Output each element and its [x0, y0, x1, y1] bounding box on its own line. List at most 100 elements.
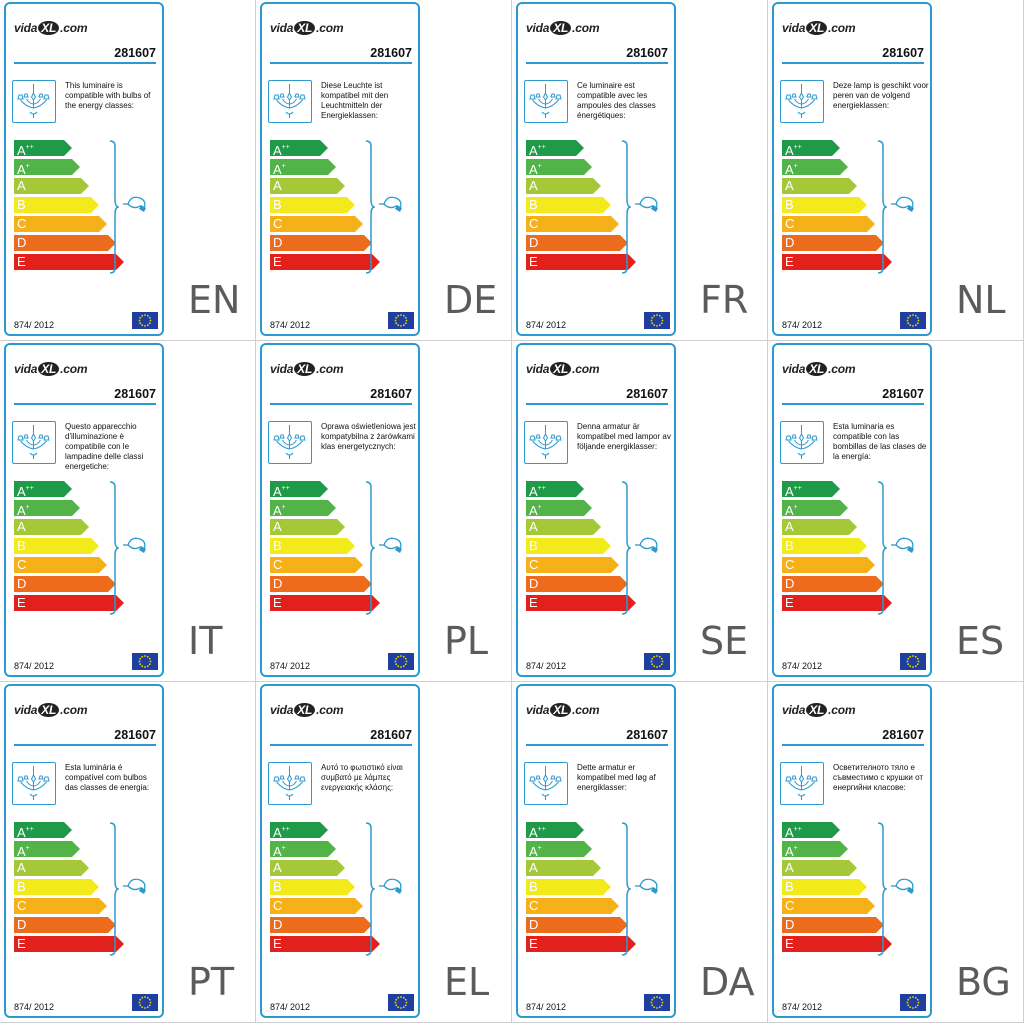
class-range-bracket: [365, 481, 375, 615]
energy-class-label: A+: [529, 503, 542, 518]
regulation-number: 874/ 2012: [270, 661, 311, 671]
energy-class-arrow: [14, 519, 89, 535]
label-cell-fr: vida XL .com 281607: [512, 0, 768, 341]
product-code: 281607: [626, 46, 668, 60]
light-bulb-icon: [379, 878, 402, 894]
energy-class-label: D: [273, 917, 283, 932]
chandelier-icon: [12, 80, 56, 123]
energy-class-arrow: [526, 841, 592, 857]
energy-label-card: vida XL .com 281607: [4, 2, 164, 336]
energy-class-arrow: [270, 235, 372, 251]
energy-class-label: B: [529, 538, 538, 553]
compatibility-text: Questo apparecchio d'illuminazione è com…: [65, 422, 144, 471]
regulation-number: 874/ 2012: [270, 1002, 311, 1012]
energy-class-arrow: [782, 936, 892, 952]
energy-class-arrow: [782, 254, 892, 270]
energy-class-label: E: [785, 254, 794, 269]
header-divider: [14, 744, 156, 746]
label-cell-nl: vida XL .com 281607: [768, 0, 1024, 341]
energy-class-label: A+: [273, 503, 286, 518]
energy-class-arrow: [526, 235, 628, 251]
energy-class-label: A++: [529, 484, 546, 499]
energy-class-label: B: [273, 197, 282, 212]
energy-class-arrow: [14, 197, 99, 213]
product-code: 281607: [370, 728, 412, 742]
energy-class-label: A: [273, 860, 282, 875]
energy-class-arrow: [270, 178, 345, 194]
regulation-number: 874/ 2012: [270, 320, 311, 330]
energy-class-label: B: [785, 197, 794, 212]
product-code: 281607: [626, 387, 668, 401]
energy-class-arrow: [270, 519, 345, 535]
energy-class-label: D: [17, 917, 27, 932]
brand-logo: vida XL .com: [270, 703, 344, 717]
header-divider: [526, 744, 668, 746]
energy-class-arrow: [270, 917, 372, 933]
label-cell-it: vida XL .com 281607: [0, 341, 256, 682]
energy-class-arrow: [526, 538, 611, 554]
energy-class-arrow: [526, 898, 619, 914]
class-range-bracket: [621, 140, 631, 274]
compatibility-text: Esta luminaria es compatible con las bom…: [833, 422, 927, 461]
language-code: SE: [700, 619, 749, 663]
energy-class-arrow: [14, 557, 107, 573]
product-code: 281607: [626, 728, 668, 742]
energy-class-label: A+: [17, 162, 30, 177]
header-divider: [782, 744, 924, 746]
energy-class-arrow: [782, 898, 875, 914]
language-code: BG: [956, 960, 1011, 1004]
compatibility-text: Осветителното тяло е съвместимо с крушки…: [833, 763, 924, 792]
energy-class-label: C: [529, 557, 539, 572]
energy-label-card: vida XL .com 281607: [260, 343, 420, 677]
eu-flag-icon: [900, 994, 926, 1011]
energy-class-label: A++: [273, 825, 290, 840]
energy-class-arrow: [782, 197, 867, 213]
energy-class-label: B: [17, 879, 26, 894]
header-divider: [526, 62, 668, 64]
chandelier-icon: [524, 762, 568, 805]
chandelier-icon: [780, 762, 824, 805]
brand-logo: vida XL .com: [270, 21, 344, 35]
energy-class-label: A++: [17, 484, 34, 499]
energy-label-card: vida XL .com 281607: [772, 343, 932, 677]
energy-label-card: vida XL .com 281607: [516, 684, 676, 1018]
brand-logo: vida XL .com: [270, 362, 344, 376]
regulation-number: 874/ 2012: [526, 661, 567, 671]
energy-class-label: A++: [785, 825, 802, 840]
energy-class-arrow: [14, 500, 80, 516]
energy-class-label: A+: [17, 844, 30, 859]
energy-class-label: B: [273, 538, 282, 553]
energy-class-arrow: [14, 595, 124, 611]
compatibility-text: Oprawa oświetleniowa jest kompatybilna z…: [321, 422, 416, 451]
brand-logo: vida XL .com: [526, 21, 600, 35]
energy-class-label: A+: [273, 162, 286, 177]
product-code: 281607: [370, 387, 412, 401]
energy-class-label: C: [529, 898, 539, 913]
brand-logo: vida XL .com: [526, 703, 600, 717]
energy-class-arrow: [782, 216, 875, 232]
energy-class-label: C: [273, 898, 283, 913]
energy-class-arrow: [14, 538, 99, 554]
energy-label-card: vida XL .com 281607: [516, 2, 676, 336]
energy-class-label: A: [785, 519, 794, 534]
energy-class-label: E: [273, 936, 282, 951]
energy-label-card: vida XL .com 281607: [260, 2, 420, 336]
label-cell-bg: vida XL .com 281607: [768, 682, 1024, 1023]
language-code: PT: [188, 960, 235, 1004]
eu-flag-icon: [132, 312, 158, 329]
energy-class-label: E: [785, 595, 794, 610]
chandelier-icon: [268, 762, 312, 805]
energy-class-arrow: [14, 254, 124, 270]
energy-class-label: D: [17, 235, 27, 250]
energy-class-arrow: [526, 481, 584, 497]
eu-flag-icon: [644, 653, 670, 670]
energy-class-label: C: [17, 216, 27, 231]
class-range-bracket: [109, 481, 119, 615]
energy-class-label: E: [273, 254, 282, 269]
energy-class-label: A: [785, 178, 794, 193]
light-bulb-icon: [123, 537, 146, 553]
energy-class-arrow: [782, 860, 857, 876]
energy-class-label: A++: [273, 484, 290, 499]
energy-class-arrow: [14, 216, 107, 232]
